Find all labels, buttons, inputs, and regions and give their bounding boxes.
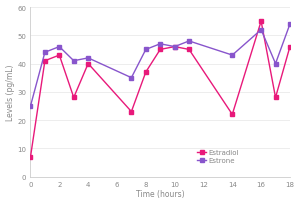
- Estradiol: [230, 114, 234, 116]
- Estrone: [58, 46, 61, 49]
- Estrone: [43, 52, 47, 54]
- Line: Estrone: Estrone: [29, 23, 292, 108]
- Y-axis label: Levels (pg/mL): Levels (pg/mL): [6, 64, 15, 120]
- Estrone: [130, 77, 133, 80]
- Estrone: [187, 41, 191, 43]
- Estradiol: [86, 63, 90, 65]
- Estradiol: [158, 49, 162, 51]
- Estradiol: [58, 54, 61, 57]
- Estradiol: [144, 71, 148, 74]
- Estrone: [274, 63, 277, 65]
- Estradiol: [173, 46, 176, 49]
- Estradiol: [259, 21, 263, 23]
- Estrone: [230, 54, 234, 57]
- Estrone: [29, 105, 32, 108]
- Legend: Estradiol, Estrone: Estradiol, Estrone: [196, 148, 240, 165]
- Estrone: [288, 24, 292, 26]
- Estradiol: [130, 111, 133, 113]
- Estrone: [259, 29, 263, 32]
- Estrone: [144, 49, 148, 51]
- Estrone: [158, 43, 162, 46]
- Estradiol: [274, 97, 277, 99]
- Estradiol: [288, 46, 292, 49]
- Estrone: [173, 46, 176, 49]
- Line: Estradiol: Estradiol: [29, 20, 292, 159]
- X-axis label: Time (hours): Time (hours): [136, 190, 184, 198]
- Estrone: [86, 57, 90, 60]
- Estradiol: [43, 60, 47, 63]
- Estrone: [72, 60, 76, 63]
- Estradiol: [29, 156, 32, 158]
- Estradiol: [72, 97, 76, 99]
- Estradiol: [187, 49, 191, 51]
